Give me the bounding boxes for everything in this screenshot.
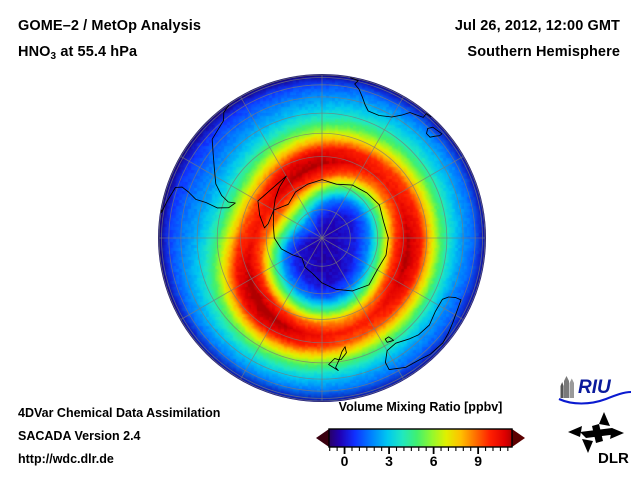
- graticule-meridian: [321, 96, 404, 239]
- species-level: at 55.4 hPa: [56, 44, 138, 60]
- coastline-path: [426, 126, 443, 138]
- colorbar-tick-labels: 0 3 6 9: [341, 453, 483, 469]
- coastline-path: [257, 175, 389, 292]
- coastline-path: [384, 296, 462, 371]
- archive-url-label: http://wdc.dlr.de: [18, 452, 114, 466]
- riu-wave-icon: [558, 390, 632, 405]
- colorbar-gradient: [329, 429, 512, 447]
- timestamp-label: Jul 26, 2012, 12:00 GMT: [454, 18, 620, 34]
- colorbar-scale: 0 3 6 9: [316, 428, 525, 469]
- polar-projection-map: [158, 74, 486, 402]
- graticule-meridian: [321, 237, 464, 320]
- colorbar-tick-label: 3: [385, 453, 393, 469]
- graticule-meridian: [321, 156, 464, 239]
- region-label: Southern Hemisphere: [467, 44, 620, 60]
- riu-spires-icon: [560, 376, 574, 398]
- coastline-path: [384, 336, 395, 343]
- dlr-logo: DLR: [568, 412, 629, 466]
- riu-logo: RIU: [558, 376, 632, 405]
- coastline-overlay: [161, 77, 462, 371]
- coastline-path: [350, 77, 432, 118]
- colorbar-tick-label: 0: [341, 453, 349, 469]
- colorbar-frame: [328, 428, 513, 448]
- colorbar-ticks: [329, 447, 509, 454]
- colorbar-title: Volume Mixing Ratio [ppbv]: [338, 400, 503, 414]
- colorbar-under-arrow: [316, 429, 329, 447]
- globe-disc: [158, 74, 486, 402]
- species-name: HNO: [18, 44, 51, 60]
- coastline-path: [328, 358, 340, 371]
- colorbar-tick-label: 9: [474, 453, 482, 469]
- method-label: 4DVar Chemical Data Assimilation: [18, 406, 221, 420]
- graticule-meridian: [240, 96, 323, 239]
- graticule-meridian: [180, 237, 323, 320]
- dlr-wordmark: DLR: [598, 450, 629, 466]
- species-subscript: 3: [50, 51, 57, 62]
- colorbar-tick-label: 6: [430, 453, 438, 469]
- graticule-meridian: [321, 237, 404, 380]
- colorbar: Volume Mixing Ratio [ppbv]: [313, 400, 528, 470]
- graticule-grid: [158, 74, 486, 402]
- species-subtitle: HNO3 at 55.4 hPa: [18, 44, 137, 62]
- page-title: GOME–2 / MetOp Analysis: [18, 18, 202, 34]
- riu-wordmark: RIU: [578, 377, 612, 398]
- dlr-bird-icon: [568, 412, 624, 453]
- coastline-path: [338, 346, 347, 361]
- colorbar-over-arrow: [512, 429, 525, 447]
- version-label: SACADA Version 2.4: [18, 429, 141, 443]
- coastline-path: [161, 104, 236, 214]
- graticule-meridian: [240, 237, 323, 380]
- graticule-meridian: [180, 156, 323, 239]
